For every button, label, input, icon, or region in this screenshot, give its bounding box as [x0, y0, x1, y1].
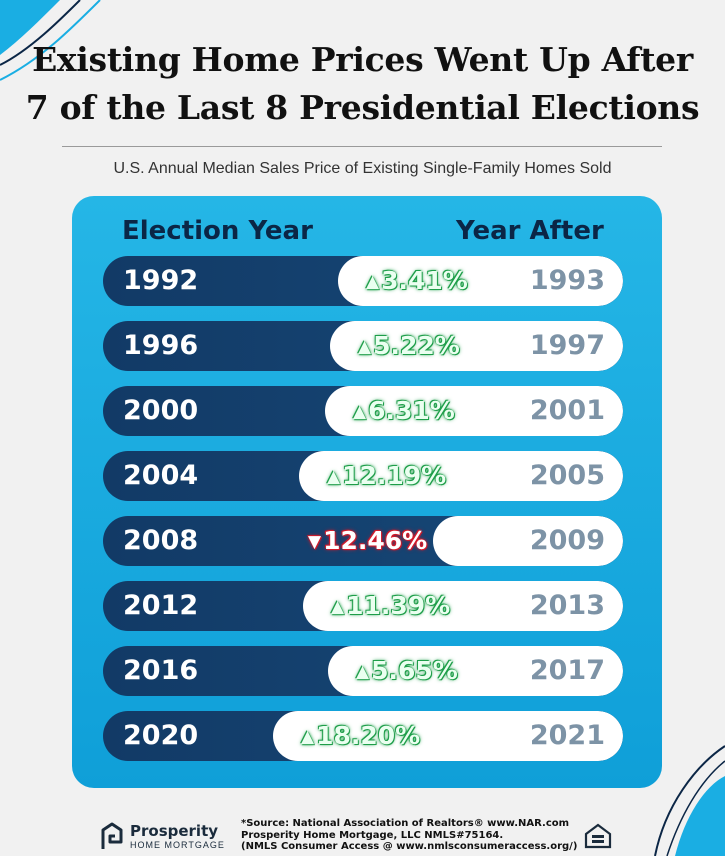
- year-after: 1997: [529, 330, 605, 361]
- percent-value: 11.39%: [346, 591, 451, 620]
- year-after-panel: [338, 256, 623, 306]
- percent-change: ▲3.41%: [366, 256, 468, 306]
- brand-name: Prosperity: [130, 822, 219, 840]
- year-after: 2001: [529, 395, 605, 426]
- column-header-election-year: Election Year: [122, 216, 313, 246]
- table-row: 2020 2021 ▲18.20%: [103, 711, 623, 761]
- triangle-up-icon: ▲: [366, 272, 380, 292]
- percent-value: 6.31%: [368, 396, 455, 425]
- year-after: 2013: [529, 590, 605, 621]
- year-after-panel: [328, 646, 623, 696]
- year-after-panel: [273, 711, 623, 761]
- table-row: 2004 2005 ▲12.19%: [103, 451, 623, 501]
- year-after: 2017: [529, 655, 605, 686]
- percent-change: ▼12.46%: [308, 516, 427, 566]
- corner-swirl-decoration: [654, 745, 725, 856]
- percent-change: ▲5.65%: [356, 646, 458, 696]
- year-after: 2009: [529, 525, 605, 556]
- triangle-up-icon: ▲: [356, 662, 370, 682]
- brand-subtitle: HOME MORTGAGE: [130, 840, 225, 850]
- percent-change: ▲18.20%: [301, 711, 420, 761]
- triangle-up-icon: ▲: [327, 467, 341, 487]
- table-row: 2016 2017 ▲5.65%: [103, 646, 623, 696]
- triangle-up-icon: ▲: [353, 402, 367, 422]
- table-row: 2012 2013 ▲11.39%: [103, 581, 623, 631]
- triangle-up-icon: ▲: [358, 337, 372, 357]
- table-row: 2008 2009 ▼12.46%: [103, 516, 623, 566]
- triangle-up-icon: ▲: [301, 727, 315, 747]
- percent-change: ▲11.39%: [331, 581, 450, 631]
- column-header-year-after: Year After: [456, 216, 604, 246]
- house-logo-icon: [101, 822, 123, 849]
- brand-logo: Prosperity HOME MORTGAGE: [100, 822, 230, 852]
- percent-value: 3.41%: [381, 266, 468, 295]
- source-line-1: *Source: National Association of Realtor…: [241, 818, 570, 829]
- table-row: 1996 1997 ▲5.22%: [103, 321, 623, 371]
- year-after: 1993: [529, 265, 605, 296]
- chart-subtitle: U.S. Annual Median Sales Price of Existi…: [113, 160, 612, 177]
- election-year: 2000: [123, 395, 199, 426]
- page-title: Existing Home Prices Went Up After 7 of …: [0, 36, 725, 132]
- year-after-panel: [330, 321, 623, 371]
- percent-change: ▲6.31%: [353, 386, 455, 436]
- triangle-up-icon: ▲: [331, 597, 345, 617]
- year-after-panel: [299, 451, 623, 501]
- election-year: 1996: [123, 330, 199, 361]
- percent-value: 5.65%: [371, 656, 458, 685]
- election-year: 2012: [123, 590, 199, 621]
- percent-value: 5.22%: [373, 331, 460, 360]
- year-after: 2021: [529, 720, 605, 751]
- percent-value: 18.20%: [316, 721, 421, 750]
- election-year: 2008: [123, 525, 199, 556]
- title-line-1: Existing Home Prices Went Up After: [32, 40, 693, 79]
- equal-housing-lender-icon: [584, 823, 612, 849]
- title-line-2: 7 of the Last 8 Presidential Elections: [25, 88, 700, 127]
- election-year: 2016: [123, 655, 199, 686]
- year-after-panel: [433, 516, 623, 566]
- triangle-down-icon: ▼: [308, 532, 322, 552]
- source-line-2: Prosperity Home Mortgage, LLC NMLS#75164…: [241, 829, 504, 841]
- year-after-panel: [325, 386, 623, 436]
- source-line-3: (NMLS Consumer Access @ www.nmlsconsumer…: [241, 841, 578, 852]
- table-row: 1992 1993 ▲3.41%: [103, 256, 623, 306]
- percent-change: ▲12.19%: [327, 451, 446, 501]
- election-year: 2020: [123, 720, 199, 751]
- corner-swirl-decoration: [0, 0, 101, 81]
- election-year: 2004: [123, 460, 199, 491]
- source-note: *Source: National Association of Realtor…: [241, 818, 581, 853]
- year-after-panel: [303, 581, 623, 631]
- year-after: 2005: [529, 460, 605, 491]
- percent-change: ▲5.22%: [358, 321, 460, 371]
- title-divider: [62, 146, 662, 147]
- table-row: 2000 2001 ▲6.31%: [103, 386, 623, 436]
- election-year: 1992: [123, 265, 199, 296]
- percent-value: 12.46%: [323, 526, 428, 555]
- percent-value: 12.19%: [342, 461, 447, 490]
